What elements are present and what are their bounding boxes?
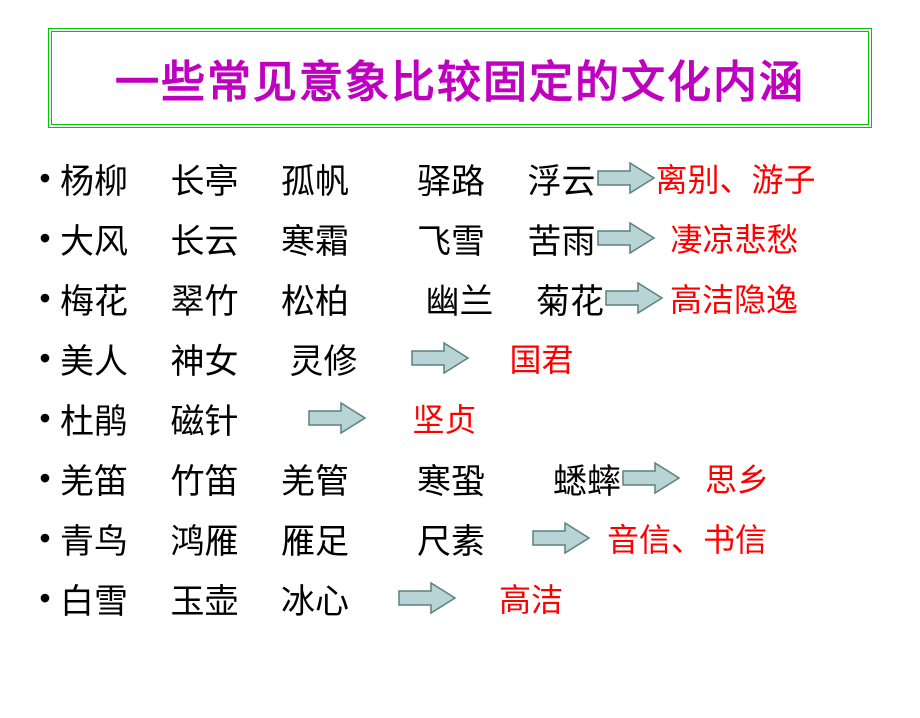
page-title: 一些常见意象比较固定的文化内涵 bbox=[115, 58, 805, 107]
row-items: 美人 神女 灵修 bbox=[60, 334, 358, 383]
bullet: • bbox=[30, 280, 60, 317]
arrow-icon bbox=[596, 161, 656, 195]
content-list: •杨柳 长亭 孤帆 驿路 浮云离别、游子•大风 长云 寒霜 飞雪 苦雨凄凉悲愁•… bbox=[30, 148, 920, 628]
list-row: •青鸟 鸿雁 雁足 尺素 音信、书信 bbox=[30, 508, 920, 568]
list-row: •大风 长云 寒霜 飞雪 苦雨 凄凉悲愁 bbox=[30, 208, 920, 268]
row-meaning: 音信、书信 bbox=[607, 515, 767, 561]
arrow-icon bbox=[531, 521, 591, 555]
row-meaning: 凄凉悲愁 bbox=[671, 215, 799, 261]
list-row: •美人 神女 灵修 国君 bbox=[30, 328, 920, 388]
list-row: •杜鹃 磁针 坚贞 bbox=[30, 388, 920, 448]
list-row: •白雪 玉壶 冰心 高洁 bbox=[30, 568, 920, 628]
bullet: • bbox=[30, 520, 60, 557]
arrow-icon bbox=[604, 281, 664, 315]
list-row: •杨柳 长亭 孤帆 驿路 浮云 离别、游子 bbox=[30, 148, 920, 208]
row-items: 羌笛 竹笛 羌管 寒蛩 蟋蟀 bbox=[60, 454, 621, 503]
bullet: • bbox=[30, 220, 60, 257]
arrow-icon bbox=[621, 461, 681, 495]
bullet: • bbox=[30, 340, 60, 377]
arrow-icon bbox=[397, 581, 457, 615]
row-items: 梅花 翠竹 松柏 幽兰 菊花 bbox=[60, 274, 604, 323]
bullet: • bbox=[30, 160, 60, 197]
bullet: • bbox=[30, 580, 60, 617]
row-meaning: 离别、游子 bbox=[656, 155, 816, 201]
row-meaning: 高洁隐逸 bbox=[670, 275, 798, 321]
bullet: • bbox=[30, 460, 60, 497]
row-meaning: 高洁 bbox=[499, 575, 563, 621]
row-items: 杜鹃 磁针 bbox=[60, 394, 239, 443]
row-meaning: 坚贞 bbox=[413, 395, 477, 441]
row-items: 杨柳 长亭 孤帆 驿路 浮云 bbox=[60, 154, 596, 203]
arrow-icon bbox=[596, 221, 656, 255]
arrow-icon bbox=[307, 401, 367, 435]
row-items: 白雪 玉壶 冰心 bbox=[60, 574, 349, 623]
arrow-icon bbox=[410, 341, 470, 375]
row-meaning: 思乡 bbox=[705, 455, 769, 501]
row-meaning: 国君 bbox=[510, 335, 574, 381]
bullet: • bbox=[30, 400, 60, 437]
list-row: •羌笛 竹笛 羌管 寒蛩 蟋蟀 思乡 bbox=[30, 448, 920, 508]
list-row: •梅花 翠竹 松柏 幽兰 菊花 高洁隐逸 bbox=[30, 268, 920, 328]
row-items: 青鸟 鸿雁 雁足 尺素 bbox=[60, 514, 485, 563]
title-container: 一些常见意象比较固定的文化内涵 bbox=[48, 28, 872, 128]
row-items: 大风 长云 寒霜 飞雪 苦雨 bbox=[60, 214, 596, 263]
